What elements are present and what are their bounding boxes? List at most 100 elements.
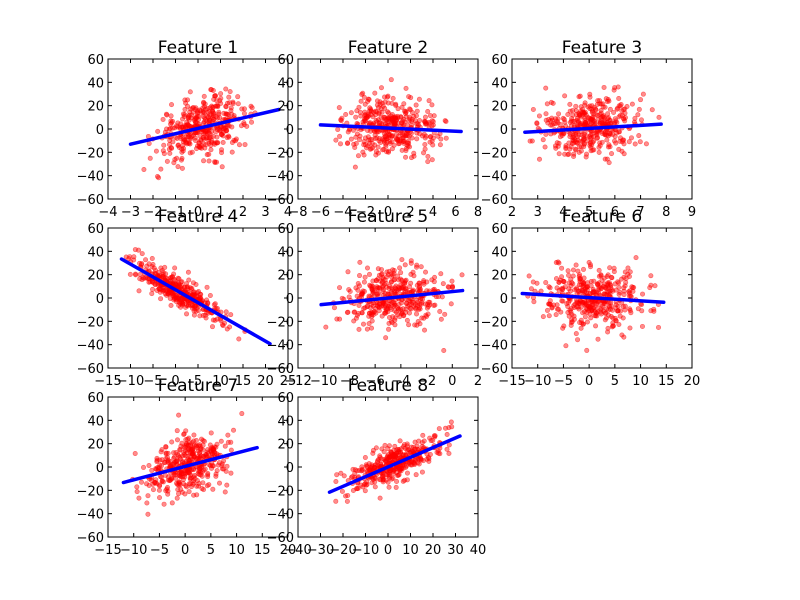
- data-point: [370, 475, 376, 481]
- data-point: [615, 105, 621, 111]
- data-point: [613, 305, 619, 311]
- data-point: [620, 137, 626, 143]
- data-point: [335, 127, 341, 133]
- data-point: [189, 451, 195, 457]
- data-point: [615, 84, 621, 90]
- data-point: [331, 305, 337, 311]
- x-tick-label: 15: [254, 543, 271, 558]
- data-point: [587, 140, 593, 146]
- data-point: [436, 426, 442, 432]
- data-point: [459, 272, 465, 278]
- data-point: [160, 116, 166, 122]
- data-point: [414, 264, 420, 270]
- y-tick-label: −60: [267, 362, 294, 377]
- data-point: [416, 96, 422, 102]
- data-point: [159, 474, 165, 480]
- data-point: [619, 276, 625, 282]
- data-point: [387, 475, 393, 481]
- data-point: [647, 285, 653, 291]
- data-point: [145, 276, 151, 282]
- data-point: [334, 472, 340, 478]
- data-point: [149, 291, 155, 297]
- data-point: [369, 325, 375, 331]
- x-tick-label: −3: [121, 205, 140, 220]
- data-point: [229, 124, 235, 130]
- data-point: [188, 484, 194, 490]
- data-point: [150, 286, 156, 292]
- data-point: [193, 281, 199, 287]
- data-point: [385, 93, 391, 99]
- data-point: [563, 146, 569, 152]
- data-point: [624, 104, 630, 110]
- data-point: [372, 479, 378, 485]
- data-point: [581, 141, 587, 147]
- data-point: [608, 313, 614, 319]
- data-point: [171, 450, 177, 456]
- data-point: [183, 437, 189, 443]
- data-point: [399, 257, 405, 263]
- data-point: [556, 306, 562, 312]
- data-point: [446, 442, 452, 448]
- data-point: [616, 95, 622, 101]
- data-point: [160, 148, 166, 154]
- data-point: [149, 255, 155, 261]
- data-point: [404, 317, 410, 323]
- data-point: [409, 288, 415, 294]
- data-point: [401, 442, 407, 448]
- data-point: [622, 269, 628, 275]
- data-point: [150, 487, 156, 493]
- data-point: [219, 150, 225, 156]
- data-point: [652, 283, 658, 289]
- data-point: [596, 302, 602, 308]
- data-point: [566, 151, 572, 157]
- x-tick-label: −40: [284, 543, 311, 558]
- data-point: [357, 273, 363, 279]
- data-point: [540, 137, 546, 143]
- fit-line: [119, 257, 272, 346]
- data-point: [217, 480, 223, 486]
- x-tick-label: 8: [662, 205, 670, 220]
- data-point: [339, 295, 345, 301]
- data-point: [353, 134, 359, 140]
- data-point: [430, 142, 436, 148]
- data-point: [531, 299, 537, 305]
- data-point: [172, 459, 178, 465]
- data-point: [407, 106, 413, 112]
- data-point: [611, 109, 617, 115]
- data-point: [168, 118, 174, 124]
- data-point: [626, 139, 632, 145]
- data-point: [206, 158, 212, 164]
- fit-line: [318, 123, 463, 134]
- data-point: [339, 488, 345, 494]
- data-point: [566, 313, 572, 319]
- data-point: [137, 276, 143, 282]
- data-point: [380, 288, 386, 294]
- fit-line: [523, 122, 663, 134]
- data-point: [621, 288, 627, 294]
- data-point: [439, 294, 445, 300]
- data-point: [354, 468, 360, 474]
- data-point: [405, 140, 411, 146]
- data-point: [570, 131, 576, 137]
- data-point: [396, 141, 402, 147]
- data-point: [397, 265, 403, 271]
- data-point: [576, 132, 582, 138]
- data-point: [414, 108, 420, 114]
- data-point: [639, 308, 645, 314]
- data-point: [622, 118, 628, 124]
- x-tick-label: −2: [417, 374, 436, 389]
- data-point: [572, 146, 578, 152]
- data-point: [222, 489, 228, 495]
- data-point: [153, 466, 159, 472]
- data-point: [200, 114, 206, 120]
- data-point: [225, 100, 231, 106]
- data-point: [382, 442, 388, 448]
- data-point: [214, 441, 220, 447]
- data-point: [553, 276, 559, 282]
- x-tick-label: −6: [311, 205, 330, 220]
- data-point: [639, 323, 645, 329]
- data-point: [402, 119, 408, 125]
- data-point: [207, 442, 213, 448]
- data-point: [161, 142, 167, 148]
- data-point: [187, 89, 193, 95]
